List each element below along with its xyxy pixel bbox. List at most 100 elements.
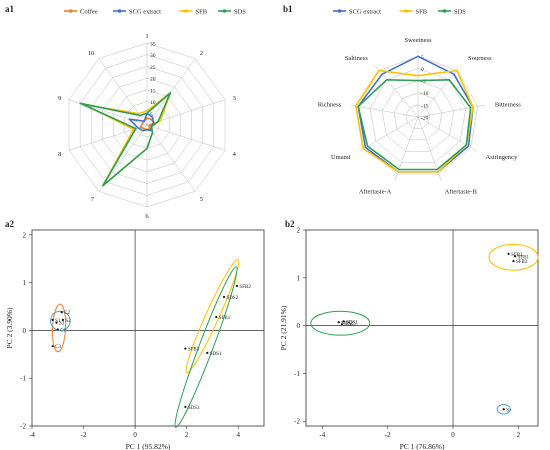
y-tick-label: 1 (23, 279, 27, 287)
radar-series-sds (79, 91, 172, 187)
radar-axis-label: 7 (91, 196, 95, 203)
data-point (502, 408, 505, 411)
data-point-label: S3 (59, 322, 65, 327)
radar-axis-label: 2 (200, 50, 203, 57)
x-tick-label: 0 (133, 431, 137, 439)
confidence-ellipse (174, 266, 238, 428)
data-point (61, 318, 65, 321)
y-tick-label: 1 (297, 274, 301, 282)
radar-spoke (417, 64, 462, 118)
radar-tick-label: 35 (150, 42, 156, 48)
y-tick-label: -2 (294, 418, 300, 426)
legend-marker (404, 9, 408, 13)
data-point-label: SFB1 (219, 316, 231, 321)
radar-tick-label: 15 (150, 88, 156, 94)
y-tick-label: -1 (20, 375, 26, 383)
data-point (55, 321, 58, 324)
data-point (235, 284, 239, 288)
data-point (337, 321, 340, 324)
legend-marker (337, 9, 342, 13)
data-point-label: C3 (55, 345, 61, 350)
radar-spoke (146, 58, 196, 126)
radar-grid-ring (393, 92, 443, 141)
radar-axis-label: Saltiness (345, 55, 369, 62)
legend-label: Coffee (80, 9, 98, 16)
data-point-label: SDS2 (341, 321, 353, 326)
radar-grid-ring (381, 80, 455, 152)
radar-axis-label: Richness (318, 101, 342, 108)
panel-label: a2 (5, 219, 15, 229)
data-point-label: S+ (506, 408, 512, 413)
radar-axis-label: Aftertaste-B (445, 188, 478, 195)
data-point (514, 255, 517, 258)
y-axis-label: PC 2 (21.91%) (279, 305, 288, 350)
y-tick-label: 2 (297, 227, 301, 235)
radar-axis-label: Sweetness (404, 37, 432, 44)
radar-axis-label: 6 (145, 213, 149, 220)
radar-axis-label: 8 (58, 151, 61, 158)
legend-marker (222, 9, 227, 13)
radar-spoke (374, 64, 419, 118)
radar-series-scg-extract (128, 112, 155, 132)
confidence-ellipse (310, 310, 371, 336)
radar-spoke (417, 104, 486, 118)
panel-label: a1 (5, 4, 15, 14)
data-point (184, 405, 187, 408)
plot-frame (31, 229, 265, 427)
radar-spoke (417, 116, 442, 181)
x-axis-label: PC 1 (76.86%) (400, 442, 445, 450)
radar-axis-label: Bitterness (495, 101, 521, 108)
radar-tick-label: 10 (150, 100, 156, 106)
data-point-label: SDS2 (227, 296, 239, 301)
data-point-label: SDS1 (346, 320, 358, 325)
confidence-ellipse (496, 403, 511, 415)
x-tick-label: 2 (185, 431, 189, 439)
y-tick-label: 0 (23, 327, 27, 335)
data-point (51, 345, 54, 348)
data-point-label: SDS3 (344, 323, 356, 328)
radar-tick-label: 20 (150, 77, 156, 83)
radar-spoke (146, 124, 196, 192)
data-point-label: SDS3 (188, 406, 200, 411)
data-point-label: SFB2 (511, 253, 523, 258)
radar-axis-label: 4 (233, 151, 237, 158)
panel-b2-scatter: b2 -4 -2 0 2 -2 -1 0 1 2 PC 1 (76.86%) PC 2 (21.91%… (279, 219, 539, 450)
radar-grid-ring (369, 68, 467, 163)
radar-tick-label: -10 (421, 91, 429, 97)
x-tick-label: -2 (385, 431, 391, 439)
data-point (342, 320, 345, 323)
data-point (512, 259, 515, 263)
legend-marker (117, 9, 122, 13)
x-tick-label: -4 (29, 431, 35, 439)
radar-axis-label: 5 (200, 196, 203, 203)
data-point-label: SFB3 (516, 260, 528, 265)
data-point (215, 315, 218, 319)
y-tick-label: 2 (23, 231, 27, 239)
legend-marker (68, 9, 73, 13)
data-point (184, 347, 187, 350)
radar-axis-label: Astringency (486, 154, 519, 161)
x-tick-label: 4 (236, 431, 240, 439)
data-point (206, 351, 209, 354)
data-point (507, 252, 510, 256)
panel-label: b1 (283, 4, 293, 14)
x-tick-label: -2 (81, 431, 87, 439)
radar-spoke (358, 116, 419, 152)
data-point-label: C1 (60, 328, 66, 333)
plot-frame (305, 229, 539, 427)
radar-series-sfb (355, 69, 474, 173)
confidence-ellipse (488, 243, 539, 271)
confidence-ellipse (51, 303, 67, 353)
radar-axis-label: 10 (88, 50, 95, 57)
data-point-label: SFB1 (518, 255, 530, 260)
radar-spoke (146, 124, 226, 151)
radar-tick-label: -20 (421, 116, 429, 122)
legend-label: SCG extract (349, 9, 381, 16)
radar-grid-ring (405, 104, 431, 129)
data-point (340, 323, 344, 326)
radar-tick-label: -5 (421, 79, 426, 85)
legend-label: SCG extract (129, 9, 161, 16)
radar-spoke (417, 116, 478, 152)
confidence-ellipse (185, 258, 240, 374)
